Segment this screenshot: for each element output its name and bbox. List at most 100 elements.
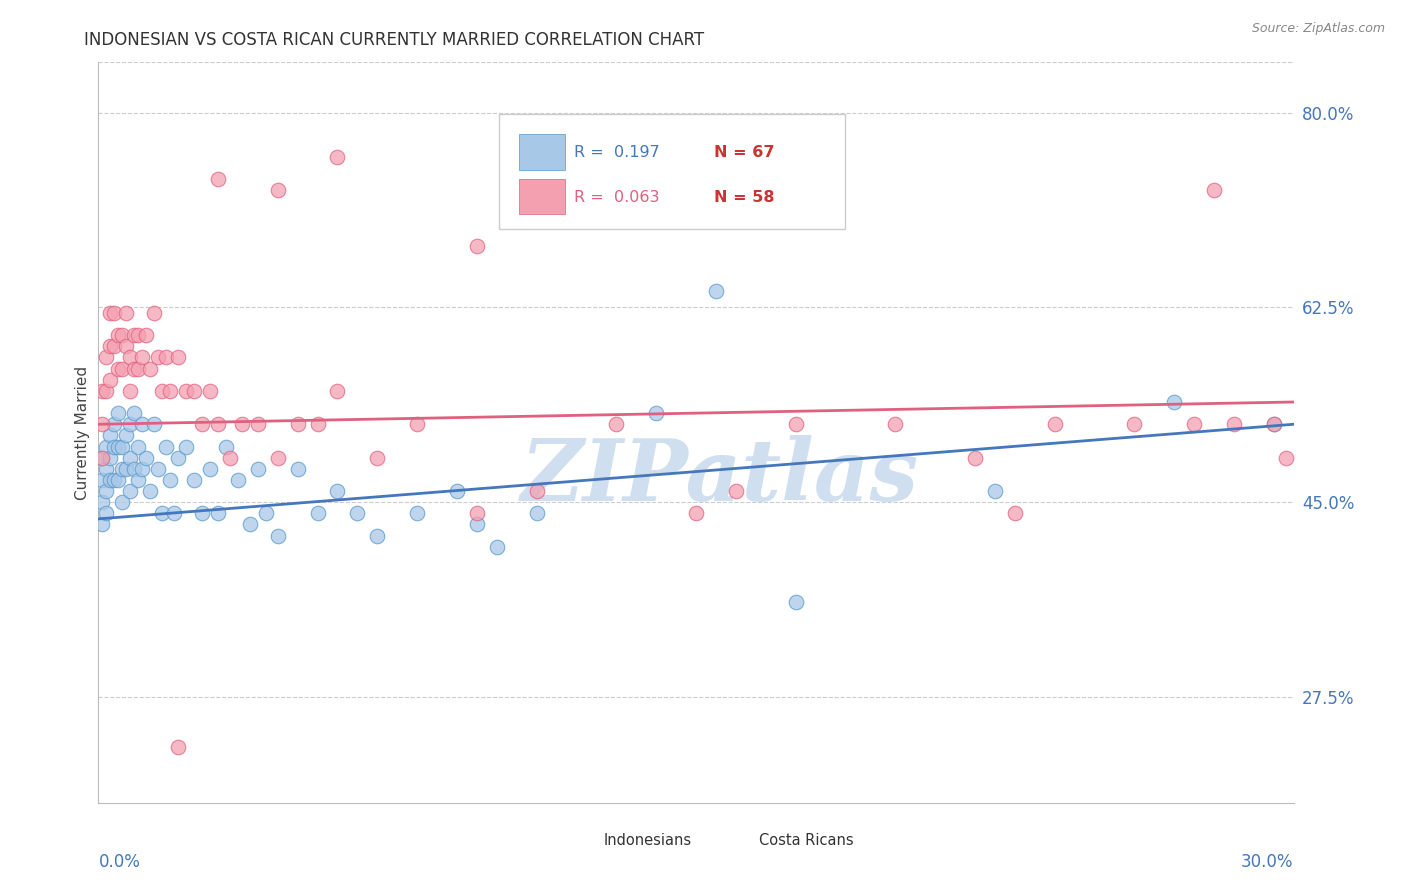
Point bbox=[884, 417, 907, 432]
Point bbox=[115, 462, 138, 476]
Point bbox=[159, 384, 181, 398]
Point bbox=[287, 417, 309, 432]
Point bbox=[605, 417, 627, 432]
Point bbox=[785, 417, 807, 432]
Point bbox=[219, 450, 242, 465]
Point bbox=[98, 450, 122, 465]
Point bbox=[115, 339, 138, 353]
Point bbox=[785, 595, 807, 609]
Point bbox=[366, 450, 388, 465]
Point bbox=[366, 528, 388, 542]
Point bbox=[107, 328, 129, 343]
Point bbox=[124, 462, 146, 476]
Point bbox=[115, 306, 138, 320]
Point bbox=[645, 406, 668, 420]
Point bbox=[267, 450, 290, 465]
Text: R =  0.197: R = 0.197 bbox=[574, 145, 659, 161]
Point bbox=[163, 506, 186, 520]
Text: 30.0%: 30.0% bbox=[1241, 853, 1294, 871]
Point bbox=[103, 417, 125, 432]
FancyBboxPatch shape bbox=[519, 178, 565, 214]
Point bbox=[143, 306, 166, 320]
Point bbox=[207, 417, 229, 432]
Point bbox=[183, 473, 205, 487]
Point bbox=[127, 361, 149, 376]
Point bbox=[526, 506, 548, 520]
Point bbox=[103, 339, 125, 353]
Point bbox=[191, 417, 214, 432]
Point bbox=[984, 484, 1007, 499]
Point bbox=[91, 517, 114, 532]
Point bbox=[131, 351, 153, 365]
Point bbox=[120, 484, 142, 499]
Point bbox=[724, 484, 747, 499]
Point bbox=[120, 417, 142, 432]
Point bbox=[150, 506, 173, 520]
Point bbox=[1043, 417, 1066, 432]
Point bbox=[1163, 395, 1185, 409]
Point bbox=[143, 417, 166, 432]
Point bbox=[135, 328, 157, 343]
Point bbox=[215, 440, 238, 454]
Point bbox=[1263, 417, 1285, 432]
Point bbox=[107, 406, 129, 420]
Point bbox=[91, 495, 114, 509]
Text: ZIPatlas: ZIPatlas bbox=[520, 435, 920, 519]
Point bbox=[207, 172, 229, 186]
Point bbox=[120, 351, 142, 365]
Point bbox=[231, 417, 253, 432]
Point bbox=[346, 506, 368, 520]
Point bbox=[226, 473, 249, 487]
Point bbox=[465, 506, 488, 520]
Point bbox=[120, 384, 142, 398]
Point bbox=[103, 440, 125, 454]
Point bbox=[963, 450, 986, 465]
Point bbox=[155, 351, 177, 365]
Point bbox=[1263, 417, 1285, 432]
Point bbox=[183, 384, 205, 398]
Point bbox=[406, 506, 429, 520]
Point bbox=[135, 450, 157, 465]
Point bbox=[98, 373, 122, 387]
Point bbox=[103, 306, 125, 320]
Point bbox=[103, 473, 125, 487]
Point bbox=[704, 284, 727, 298]
Point bbox=[139, 361, 162, 376]
Text: N = 58: N = 58 bbox=[714, 190, 775, 204]
Point bbox=[107, 361, 129, 376]
Point bbox=[148, 462, 170, 476]
Point bbox=[246, 462, 269, 476]
Point bbox=[1182, 417, 1205, 432]
Point bbox=[485, 540, 508, 554]
Point bbox=[111, 495, 134, 509]
Text: Source: ZipAtlas.com: Source: ZipAtlas.com bbox=[1251, 22, 1385, 36]
Point bbox=[91, 450, 114, 465]
Y-axis label: Currently Married: Currently Married bbox=[75, 366, 90, 500]
Point bbox=[191, 506, 214, 520]
Point bbox=[326, 484, 349, 499]
Point bbox=[131, 462, 153, 476]
Point bbox=[198, 384, 221, 398]
Point bbox=[111, 440, 134, 454]
Point bbox=[254, 506, 277, 520]
Point bbox=[267, 184, 290, 198]
Point bbox=[207, 506, 229, 520]
Point bbox=[107, 440, 129, 454]
Point bbox=[246, 417, 269, 432]
FancyBboxPatch shape bbox=[565, 830, 595, 851]
Text: Costa Ricans: Costa Ricans bbox=[759, 833, 853, 848]
Point bbox=[96, 484, 118, 499]
Point bbox=[91, 473, 114, 487]
Point bbox=[96, 462, 118, 476]
Point bbox=[107, 473, 129, 487]
Point bbox=[124, 406, 146, 420]
Point bbox=[174, 384, 197, 398]
Point bbox=[167, 351, 190, 365]
Point bbox=[91, 384, 114, 398]
Point bbox=[307, 417, 329, 432]
Point bbox=[526, 484, 548, 499]
Point bbox=[198, 462, 221, 476]
Point bbox=[167, 450, 190, 465]
Text: Indonesians: Indonesians bbox=[605, 833, 692, 848]
Point bbox=[1202, 184, 1225, 198]
